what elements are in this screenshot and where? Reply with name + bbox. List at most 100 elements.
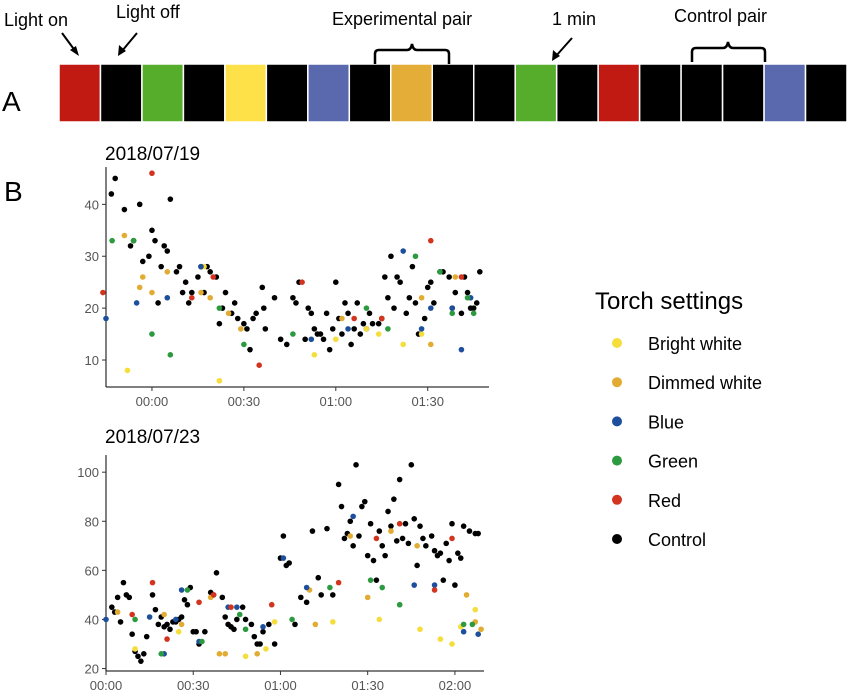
point-control [260, 628, 266, 635]
legend-label-red: Red [648, 491, 681, 511]
point-control [277, 336, 284, 343]
brace-experimental-pair [373, 43, 451, 64]
point-control [315, 574, 322, 581]
point-control [335, 481, 342, 488]
point-control [241, 320, 247, 327]
point-blue [449, 305, 456, 311]
point-control [250, 315, 256, 322]
point-control [185, 300, 192, 306]
point-control [449, 520, 455, 527]
point-blue [172, 616, 179, 623]
light-cell-10 [431, 63, 475, 123]
point-control [234, 616, 240, 623]
point-dimmed-white [452, 274, 459, 280]
point-control [330, 592, 336, 598]
point-control [366, 310, 373, 317]
point-dimmed-white [207, 294, 213, 301]
point-control [345, 310, 351, 317]
annotation-experimental-pair: Experimental pair [332, 9, 472, 29]
point-dimmed-white [216, 651, 223, 657]
legend-title: Torch settings [595, 288, 743, 315]
point-control [129, 631, 135, 637]
point-red [256, 362, 263, 369]
point-control [406, 294, 413, 301]
point-green [241, 341, 247, 348]
point-control [222, 289, 229, 296]
point-red [268, 601, 275, 608]
y-tick-label: 60 [85, 563, 99, 578]
legend-key-red [612, 494, 622, 505]
point-control [452, 289, 459, 296]
legend-label-green: Green [648, 452, 698, 472]
point-control [167, 196, 174, 202]
point-green [367, 577, 374, 583]
light-cell-4 [182, 63, 226, 123]
point-control [324, 525, 330, 532]
point-control [317, 331, 324, 337]
y-tick-label: 80 [85, 514, 99, 529]
point-control [411, 516, 418, 522]
point-control [260, 305, 267, 311]
point-control [167, 626, 173, 633]
point-control [359, 503, 365, 510]
point-control [141, 651, 147, 657]
point-red [458, 274, 465, 280]
x-tick-label: 01:00 [320, 394, 353, 409]
point-control [178, 614, 185, 620]
y-tick-label: 20 [85, 662, 99, 677]
point-blue [411, 582, 418, 588]
point-bright-white [376, 616, 383, 623]
point-bright-white [375, 331, 382, 337]
point-control [158, 263, 164, 270]
point-control [112, 175, 118, 182]
point-control [318, 592, 324, 598]
point-control [348, 341, 354, 348]
point-dimmed-white [312, 621, 319, 628]
point-blue [400, 248, 407, 254]
x-tick-label: 01:00 [264, 678, 297, 693]
point-control [216, 320, 223, 327]
y-tick-label: 30 [85, 249, 99, 264]
point-control [388, 523, 394, 529]
light-cell-16 [680, 63, 724, 123]
point-control [417, 523, 423, 529]
point-dimmed-white [339, 315, 345, 322]
point-control [179, 289, 186, 296]
point-green [158, 651, 165, 657]
point-control [403, 310, 410, 317]
point-red [427, 237, 434, 244]
point-green [412, 253, 419, 260]
x-tick-label: 00:30 [177, 678, 210, 693]
x-tick-label: 01:30 [351, 678, 384, 693]
point-control [139, 258, 146, 265]
point-bright-white [333, 336, 339, 343]
point-dimmed-white [238, 326, 244, 332]
point-control [309, 528, 316, 534]
point-bright-white [449, 641, 455, 647]
point-bright-white [417, 626, 423, 633]
point-control [333, 279, 339, 285]
point-control [360, 320, 367, 327]
point-bright-white [472, 606, 479, 613]
legend-label-bright-white: Bright white [648, 334, 742, 354]
light-cell-13 [555, 63, 599, 123]
point-control [391, 305, 397, 311]
point-red [149, 170, 155, 177]
y-tick-label: 20 [85, 301, 99, 316]
legend: Torch settings Bright white Dimmed white B… [595, 288, 762, 550]
point-control [460, 523, 467, 529]
point-green [216, 305, 223, 311]
point-control [266, 621, 272, 628]
point-control [364, 552, 371, 559]
chart-2018-07-19: 10 20 30 40 00:00 00:30 01:00 01:30 [85, 167, 489, 409]
panel-b-letter: B [4, 176, 23, 207]
point-control [155, 300, 161, 306]
point-control [280, 533, 287, 539]
point-control [412, 300, 419, 306]
point-blue [260, 624, 266, 630]
point-control [391, 496, 397, 502]
point-control [424, 284, 431, 291]
arrow-one-min [555, 37, 573, 57]
point-control [370, 557, 377, 564]
x-tick-label: 00:00 [90, 678, 123, 693]
